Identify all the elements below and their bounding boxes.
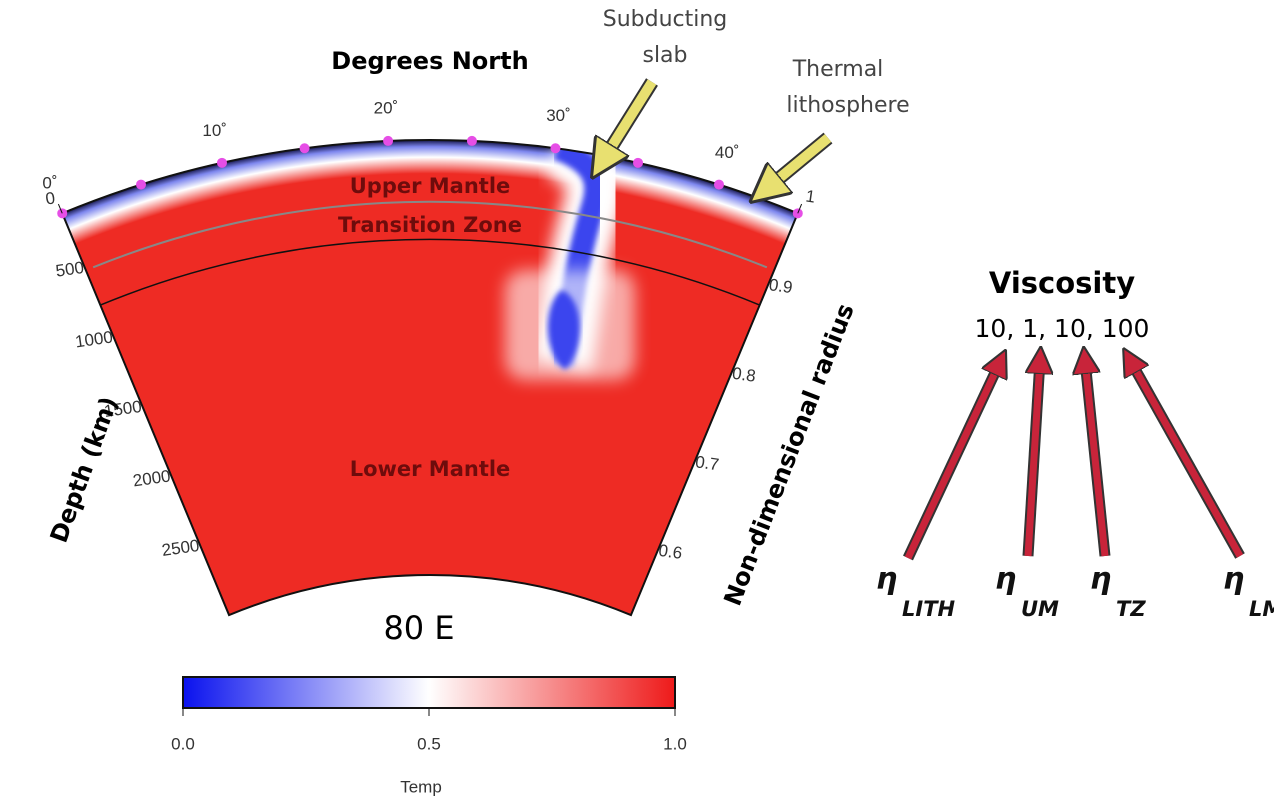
radius-tick-label: 1: [804, 187, 816, 207]
eta-symbol: η: [876, 562, 897, 597]
arrow: [602, 82, 652, 162]
degree-label: 40˚: [715, 143, 740, 162]
region-label: Lower Mantle: [350, 457, 511, 481]
viscosity-arrows: ηLITHηUMηTZηLM: [876, 360, 1274, 621]
colorbar: [183, 677, 675, 708]
eta-subscript: LM: [1249, 597, 1274, 621]
annotation: Subducting: [603, 7, 728, 32]
depth-tick-label: 1000: [74, 327, 114, 351]
marker-dot: [467, 136, 477, 146]
viscosity-title: Viscosity: [989, 266, 1135, 300]
degree-label: 10˚: [202, 121, 227, 140]
marker-dot: [217, 158, 227, 168]
radius-tick-label: 0.9: [768, 275, 794, 297]
radius-tick-label: 0.8: [731, 364, 757, 386]
colorbar-tick-label: 1.0: [663, 734, 687, 753]
eta-symbol: η: [995, 562, 1016, 597]
figure: Upper MantleTransition ZoneLower Mantle …: [0, 0, 1274, 799]
axis-label: Depth (km): [45, 393, 124, 547]
colorbar-tick-label: 0.0: [171, 734, 195, 753]
longitude-label: 80 E: [383, 609, 454, 647]
marker-dot: [383, 136, 393, 146]
viscosity-values: 10, 1, 10, 100: [975, 314, 1150, 343]
arrow: [765, 138, 828, 190]
degree-label: 20˚: [374, 98, 399, 117]
depth-tick-label: 2000: [132, 466, 172, 490]
arrow: [1130, 360, 1240, 556]
colorbar-tick-label: 0.5: [417, 734, 441, 753]
marker-dot: [300, 143, 310, 153]
marker-dot: [136, 180, 146, 190]
marker-dot: [714, 180, 724, 190]
annotation: slab: [642, 43, 687, 68]
annotation: Thermal: [792, 57, 884, 82]
arrow: [908, 362, 1000, 558]
depth-tick-label: 500: [54, 258, 85, 281]
colorbar-label: Temp: [400, 777, 442, 796]
eta-subscript: LITH: [902, 597, 956, 621]
radius-tick-label: 0.6: [657, 541, 683, 563]
depth-tick-label: 2500: [161, 536, 201, 560]
degree-label: 30˚: [546, 106, 571, 125]
eta-subscript: TZ: [1116, 597, 1146, 621]
radius-tick-label: 0.7: [694, 452, 720, 474]
arrow: [1085, 360, 1105, 556]
marker-dot: [57, 208, 67, 218]
annotation: lithosphere: [786, 93, 909, 118]
eta-symbol: η: [1223, 562, 1244, 597]
title: Degrees North: [331, 47, 528, 75]
marker-dot: [633, 158, 643, 168]
marker-dot: [550, 143, 560, 153]
eta-subscript: UM: [1021, 597, 1059, 621]
eta-symbol: η: [1090, 562, 1111, 597]
region-label: Transition Zone: [338, 213, 522, 237]
region-label: Upper Mantle: [350, 174, 511, 198]
